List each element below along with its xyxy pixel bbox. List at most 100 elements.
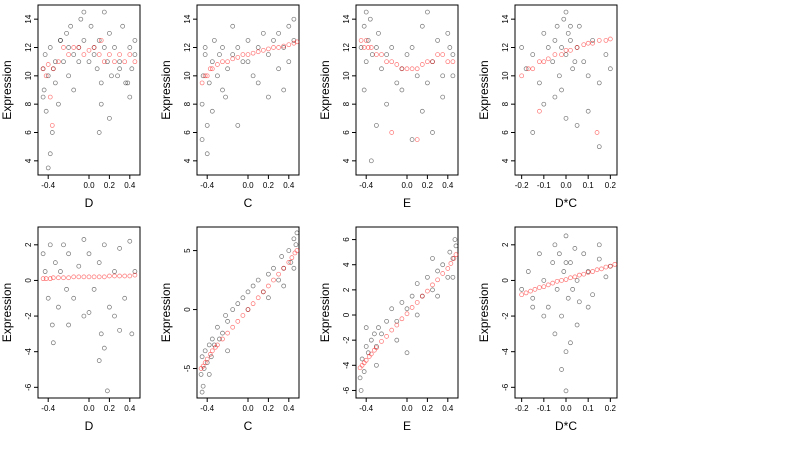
observed-point	[47, 242, 53, 248]
y-tick-label: 8	[342, 101, 351, 106]
observed-point	[414, 73, 420, 79]
y-axis-label: Expression	[318, 283, 332, 342]
y-axis-label: Expression	[477, 283, 491, 342]
observed-point	[541, 313, 547, 319]
fitted-point	[47, 94, 53, 100]
fitted-point	[532, 286, 538, 292]
fitted-point	[585, 40, 591, 46]
observed-point	[202, 52, 208, 57]
y-tick-label: 4	[183, 158, 192, 163]
observed-point	[68, 23, 73, 29]
observed-point	[129, 331, 135, 337]
observed-point	[66, 45, 71, 50]
observed-point	[409, 137, 415, 142]
fitted-point	[384, 334, 389, 339]
observed-point	[552, 331, 558, 337]
observed-point	[374, 344, 379, 349]
fitted-point	[117, 273, 122, 279]
x-tick-label: -0.4	[359, 404, 373, 413]
observed-point	[363, 325, 369, 330]
fitted-point	[86, 47, 92, 53]
fitted-point	[389, 59, 395, 65]
plot-frame	[355, 4, 459, 176]
observed-point	[552, 94, 558, 100]
observed-point	[394, 80, 400, 86]
observed-point	[525, 269, 531, 274]
fitted-point	[127, 52, 133, 57]
observed-point	[101, 45, 107, 50]
observed-point	[112, 269, 117, 274]
fitted-point	[56, 275, 61, 281]
observed-point	[105, 388, 110, 394]
fitted-point	[585, 270, 591, 275]
observed-point	[541, 30, 547, 36]
observed-point	[291, 265, 297, 271]
fitted-point	[451, 256, 457, 261]
y-tick-label: 0	[183, 307, 192, 312]
observed-point	[45, 295, 51, 301]
observed-point	[590, 38, 595, 43]
fitted-point	[603, 38, 609, 43]
observed-point	[368, 158, 374, 164]
fitted-point	[276, 271, 281, 277]
y-tick-label: 14	[183, 14, 192, 23]
y-tick-label: 6	[501, 130, 510, 135]
y-tick-label: 6	[24, 130, 33, 135]
y-tick-label: 10	[342, 71, 351, 80]
observed-point	[286, 248, 292, 253]
observed-point	[563, 349, 569, 355]
observed-point	[369, 52, 375, 57]
fitted-point	[204, 356, 210, 362]
fitted-point	[599, 266, 604, 272]
fitted-point	[286, 260, 292, 265]
x-tick-label: 0.4	[124, 181, 136, 190]
x-tick-label: 0.0	[242, 181, 254, 190]
observed-point	[281, 87, 287, 93]
fitted-point	[404, 66, 410, 72]
observed-point	[230, 307, 236, 312]
fitted-point	[209, 66, 215, 72]
observed-point	[245, 289, 251, 295]
observed-point	[581, 251, 587, 257]
fitted-point	[389, 327, 395, 333]
observed-point	[199, 137, 205, 142]
fitted-point	[127, 273, 133, 279]
fitted-point	[240, 52, 246, 57]
y-axis-label: Expression	[159, 283, 173, 342]
fitted-point	[419, 62, 425, 67]
fitted-point	[368, 45, 374, 50]
fitted-point	[414, 300, 420, 305]
observed-point	[61, 242, 66, 248]
fitted-point	[379, 52, 384, 57]
y-tick-label: 4	[501, 158, 510, 163]
observed-point	[541, 278, 547, 283]
fitted-point	[66, 275, 71, 281]
observed-point	[129, 66, 135, 72]
fitted-point	[545, 282, 551, 288]
observed-point	[240, 59, 246, 65]
observed-point	[199, 389, 205, 395]
fitted-point	[43, 73, 49, 79]
fitted-point	[245, 52, 251, 57]
fitted-point	[394, 62, 400, 67]
fitted-point	[440, 271, 446, 276]
observed-point	[585, 73, 591, 79]
observed-point	[435, 293, 440, 299]
observed-point	[45, 73, 51, 79]
fitted-point	[132, 59, 138, 65]
observed-point	[568, 38, 573, 43]
fitted-point	[550, 280, 556, 286]
observed-point	[394, 337, 400, 343]
observed-point	[42, 269, 48, 274]
observed-point	[379, 331, 384, 337]
y-tick-label: 2	[501, 242, 510, 247]
observed-point	[554, 23, 560, 29]
fitted-point	[281, 43, 287, 49]
observed-point	[209, 59, 215, 65]
fitted-point	[453, 252, 459, 258]
fitted-point	[374, 345, 379, 351]
observed-point	[206, 372, 212, 377]
observed-point	[563, 115, 569, 121]
y-tick-label: 6	[183, 130, 192, 135]
observed-point	[363, 344, 369, 349]
